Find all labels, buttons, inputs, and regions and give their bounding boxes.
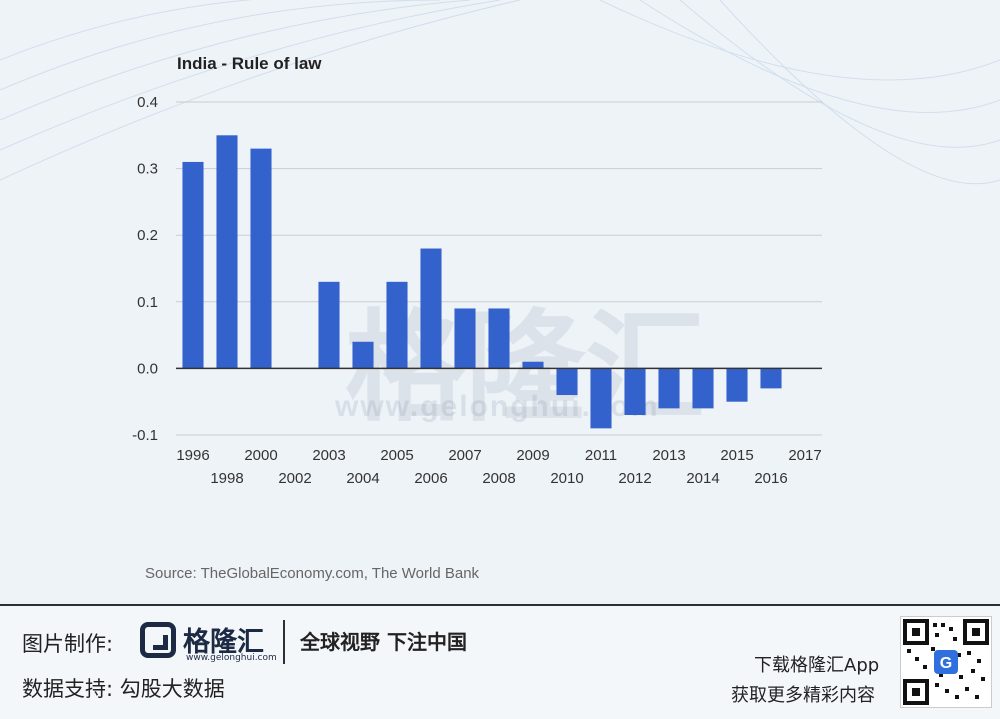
bar-2003[interactable] — [318, 281, 340, 369]
bar-1998[interactable] — [216, 135, 238, 369]
x-tick-label: 2016 — [754, 470, 787, 487]
bar-2010[interactable] — [556, 368, 578, 396]
more-content-text: 获取更多精彩内容 — [731, 685, 875, 706]
bar-2014[interactable] — [692, 368, 714, 409]
x-tick-label: 2003 — [312, 447, 345, 464]
bar-2006[interactable] — [420, 248, 442, 369]
footer-separator — [283, 620, 285, 664]
bar-2016[interactable] — [760, 368, 782, 389]
credit-label: 图片制作: — [22, 632, 114, 656]
x-tick-label: 2009 — [516, 447, 549, 464]
bar-2015[interactable] — [726, 368, 748, 402]
x-tick-label: 1998 — [210, 470, 243, 487]
x-tick-label: 2013 — [652, 447, 685, 464]
y-tick-label: -0.1 — [132, 427, 158, 444]
bar-2007[interactable] — [454, 308, 476, 369]
x-tick-label: 2007 — [448, 447, 481, 464]
bar-1996[interactable] — [182, 161, 204, 369]
x-tick-label: 1996 — [176, 447, 209, 464]
x-tick-label: 2004 — [346, 470, 379, 487]
footer-divider — [0, 604, 1000, 606]
y-tick-label: 0.0 — [137, 360, 158, 377]
x-tick-label: 2017 — [788, 447, 821, 464]
source-note: Source: TheGlobalEconomy.com, The World … — [145, 565, 480, 582]
bar-2008[interactable] — [488, 308, 510, 369]
x-tick-label: 2011 — [585, 447, 617, 464]
bar-2004[interactable] — [352, 341, 374, 369]
y-tick-label: 0.3 — [137, 161, 158, 178]
chart-panel: 格隆汇 www.gelonghui.com India - Rule of la… — [132, 54, 822, 582]
x-tick-label: 2006 — [414, 470, 447, 487]
logo-url: www.gelonghui.com — [186, 653, 277, 663]
x-tick-label: 2008 — [482, 470, 515, 487]
bar-2005[interactable] — [386, 281, 408, 369]
x-tick-label: 2000 — [244, 447, 277, 464]
qr-code-graphic: G — [903, 619, 989, 705]
x-tick-label: 2012 — [618, 470, 651, 487]
y-tick-label: 0.4 — [137, 94, 158, 111]
qr-code-icon[interactable]: G — [900, 616, 992, 708]
x-tick-label: 2015 — [720, 447, 753, 464]
bar-2009[interactable] — [522, 361, 544, 369]
bar-chart: 0.40.30.20.10.0-0.1199619982000200220032… — [132, 94, 822, 487]
logo-name: 格隆汇 — [183, 627, 264, 658]
data-support-label: 数据支持: 勾股大数据 — [22, 677, 225, 701]
x-tick-label: 2002 — [278, 470, 311, 487]
y-tick-label: 0.1 — [137, 294, 158, 311]
slogan: 全球视野 下注中国 — [300, 630, 467, 654]
bar-2013[interactable] — [658, 368, 680, 409]
gelonghui-logo-icon — [140, 622, 176, 658]
x-tick-label: 2005 — [380, 447, 413, 464]
footer: 图片制作: 格隆汇 www.gelonghui.com 全球视野 下注中国 数据… — [0, 606, 1000, 719]
svg-text:G: G — [940, 655, 952, 672]
bar-2011[interactable] — [590, 368, 612, 429]
bar-2000[interactable] — [250, 148, 272, 369]
x-tick-label: 2014 — [686, 470, 719, 487]
chart-title: India - Rule of law — [177, 54, 322, 73]
x-tick-label: 2010 — [550, 470, 583, 487]
bar-2012[interactable] — [624, 368, 646, 416]
download-app-text: 下载格隆汇App — [754, 655, 880, 676]
y-tick-label: 0.2 — [137, 227, 158, 244]
